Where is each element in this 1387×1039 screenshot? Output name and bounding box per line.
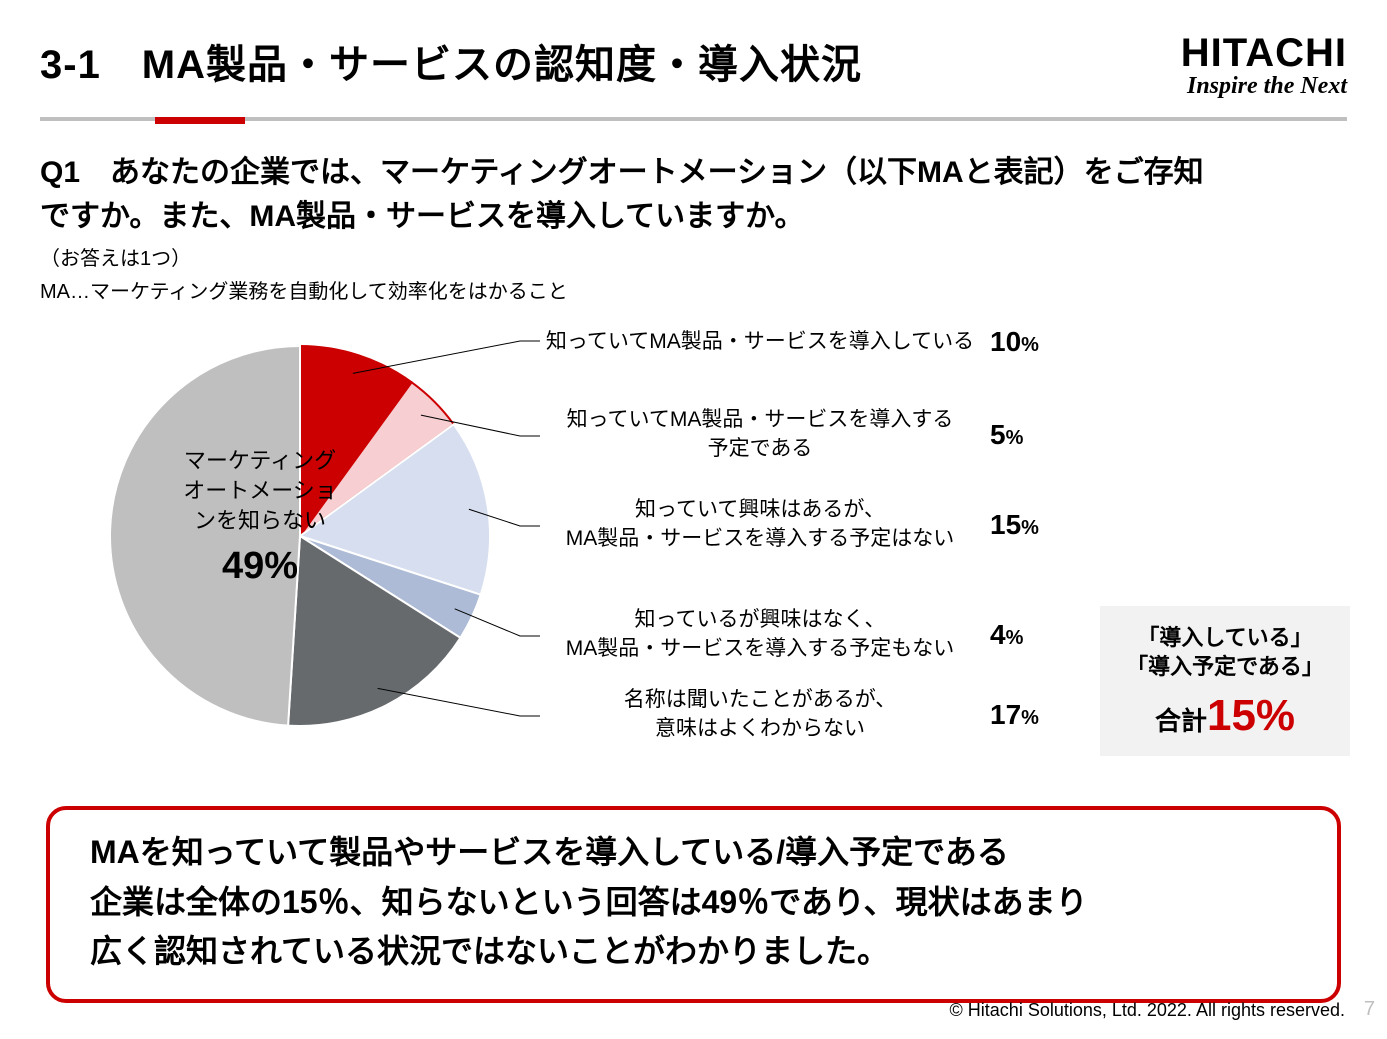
dont-know-label: マーケティング オートメーショ ンを知らない 49% bbox=[150, 446, 370, 592]
dont-know-pct: 49% bbox=[150, 541, 370, 592]
page-number: 7 bbox=[1364, 998, 1375, 1021]
legend-label: 知っているが興味はなく、MA製品・サービスを導入する予定もない bbox=[540, 606, 980, 663]
question-line2: ですか。また、MA製品・サービスを導入していますか。 bbox=[40, 200, 805, 233]
question-main: Q1 あなたの企業では、マーケティングオートメーション（以下MAと表記）をご存知… bbox=[40, 151, 1347, 238]
header: 3-1 MA製品・サービスの認知度・導入状況 HITACHI Inspire t… bbox=[40, 32, 1347, 99]
chart-area: マーケティング オートメーショ ンを知らない 49% 知っていてMA製品・サービ… bbox=[40, 316, 1347, 786]
legend-pct: 10% bbox=[980, 326, 1070, 358]
brand-tagline: Inspire the Next bbox=[1181, 74, 1347, 99]
legend-label: 知っていてMA製品・サービスを導入する予定である bbox=[540, 406, 980, 463]
legend-label: 名称は聞いたことがあるが、意味はよくわからない bbox=[540, 686, 980, 743]
copyright: © Hitachi Solutions, Ltd. 2022. All righ… bbox=[950, 1000, 1345, 1021]
rule-red-accent bbox=[155, 117, 245, 124]
legend-row: 名称は聞いたことがあるが、意味はよくわからない17% bbox=[540, 686, 1070, 743]
legend-label: 知っていて興味はあるが、MA製品・サービスを導入する予定はない bbox=[540, 496, 980, 553]
dont-know-line1: マーケティング bbox=[184, 448, 336, 473]
legend-row: 知っていてMA製品・サービスを導入する予定である5% bbox=[540, 406, 1070, 463]
question-line1: Q1 あなたの企業では、マーケティングオートメーション（以下MAと表記）をご存知 bbox=[40, 156, 1204, 189]
callout-total: 合計15% bbox=[1100, 691, 1350, 741]
callout-suffix: % bbox=[1256, 691, 1295, 740]
summary-line: MAを知っていて製品やサービスを導入している/導入予定である bbox=[90, 834, 1009, 870]
page-title: 3-1 MA製品・サービスの認知度・導入状況 bbox=[40, 32, 862, 90]
legend-row: 知っていて興味はあるが、MA製品・サービスを導入する予定はない15% bbox=[540, 496, 1070, 553]
dont-know-line3: ンを知らない bbox=[194, 508, 326, 533]
legend-row: 知っているが興味はなく、MA製品・サービスを導入する予定もない4% bbox=[540, 606, 1070, 663]
summary-box: MAを知っていて製品やサービスを導入している/導入予定である企業は全体の15％、… bbox=[46, 806, 1341, 1003]
callout-prefix: 合計 bbox=[1155, 706, 1207, 736]
question-sub2: MA…マーケティング業務を自動化して効率化をはかること bbox=[40, 275, 1347, 304]
slide: 3-1 MA製品・サービスの認知度・導入状況 HITACHI Inspire t… bbox=[0, 0, 1387, 1039]
summary-line: 企業は全体の15％、知らないという回答は49％であり、現状はあまり bbox=[90, 884, 1088, 920]
legend-pct: 5% bbox=[980, 419, 1070, 451]
legend-pct: 15% bbox=[980, 509, 1070, 541]
callout-line2: 「導入予定である」 bbox=[1100, 653, 1350, 682]
question-block: Q1 あなたの企業では、マーケティングオートメーション（以下MAと表記）をご存知… bbox=[40, 151, 1347, 304]
legend-pct: 4% bbox=[980, 619, 1070, 651]
question-sub1: （お答えは1つ） bbox=[40, 242, 1347, 271]
callout-line1: 「導入している」 bbox=[1100, 624, 1350, 653]
summary-line: 広く認知されている状況ではないことがわかりました。 bbox=[90, 933, 889, 969]
legend-label: 知っていてMA製品・サービスを導入している bbox=[540, 328, 980, 356]
brand-block: HITACHI Inspire the Next bbox=[1181, 32, 1347, 99]
legend-row: 知っていてMA製品・サービスを導入している10% bbox=[540, 326, 1070, 358]
header-rule bbox=[40, 117, 1347, 123]
dont-know-line2: オートメーショ bbox=[183, 478, 337, 503]
brand-name: HITACHI bbox=[1181, 32, 1347, 74]
legend-pct: 17% bbox=[980, 699, 1070, 731]
total-callout: 「導入している」 「導入予定である」 合計15% bbox=[1100, 606, 1350, 756]
callout-value: 15 bbox=[1207, 691, 1256, 740]
